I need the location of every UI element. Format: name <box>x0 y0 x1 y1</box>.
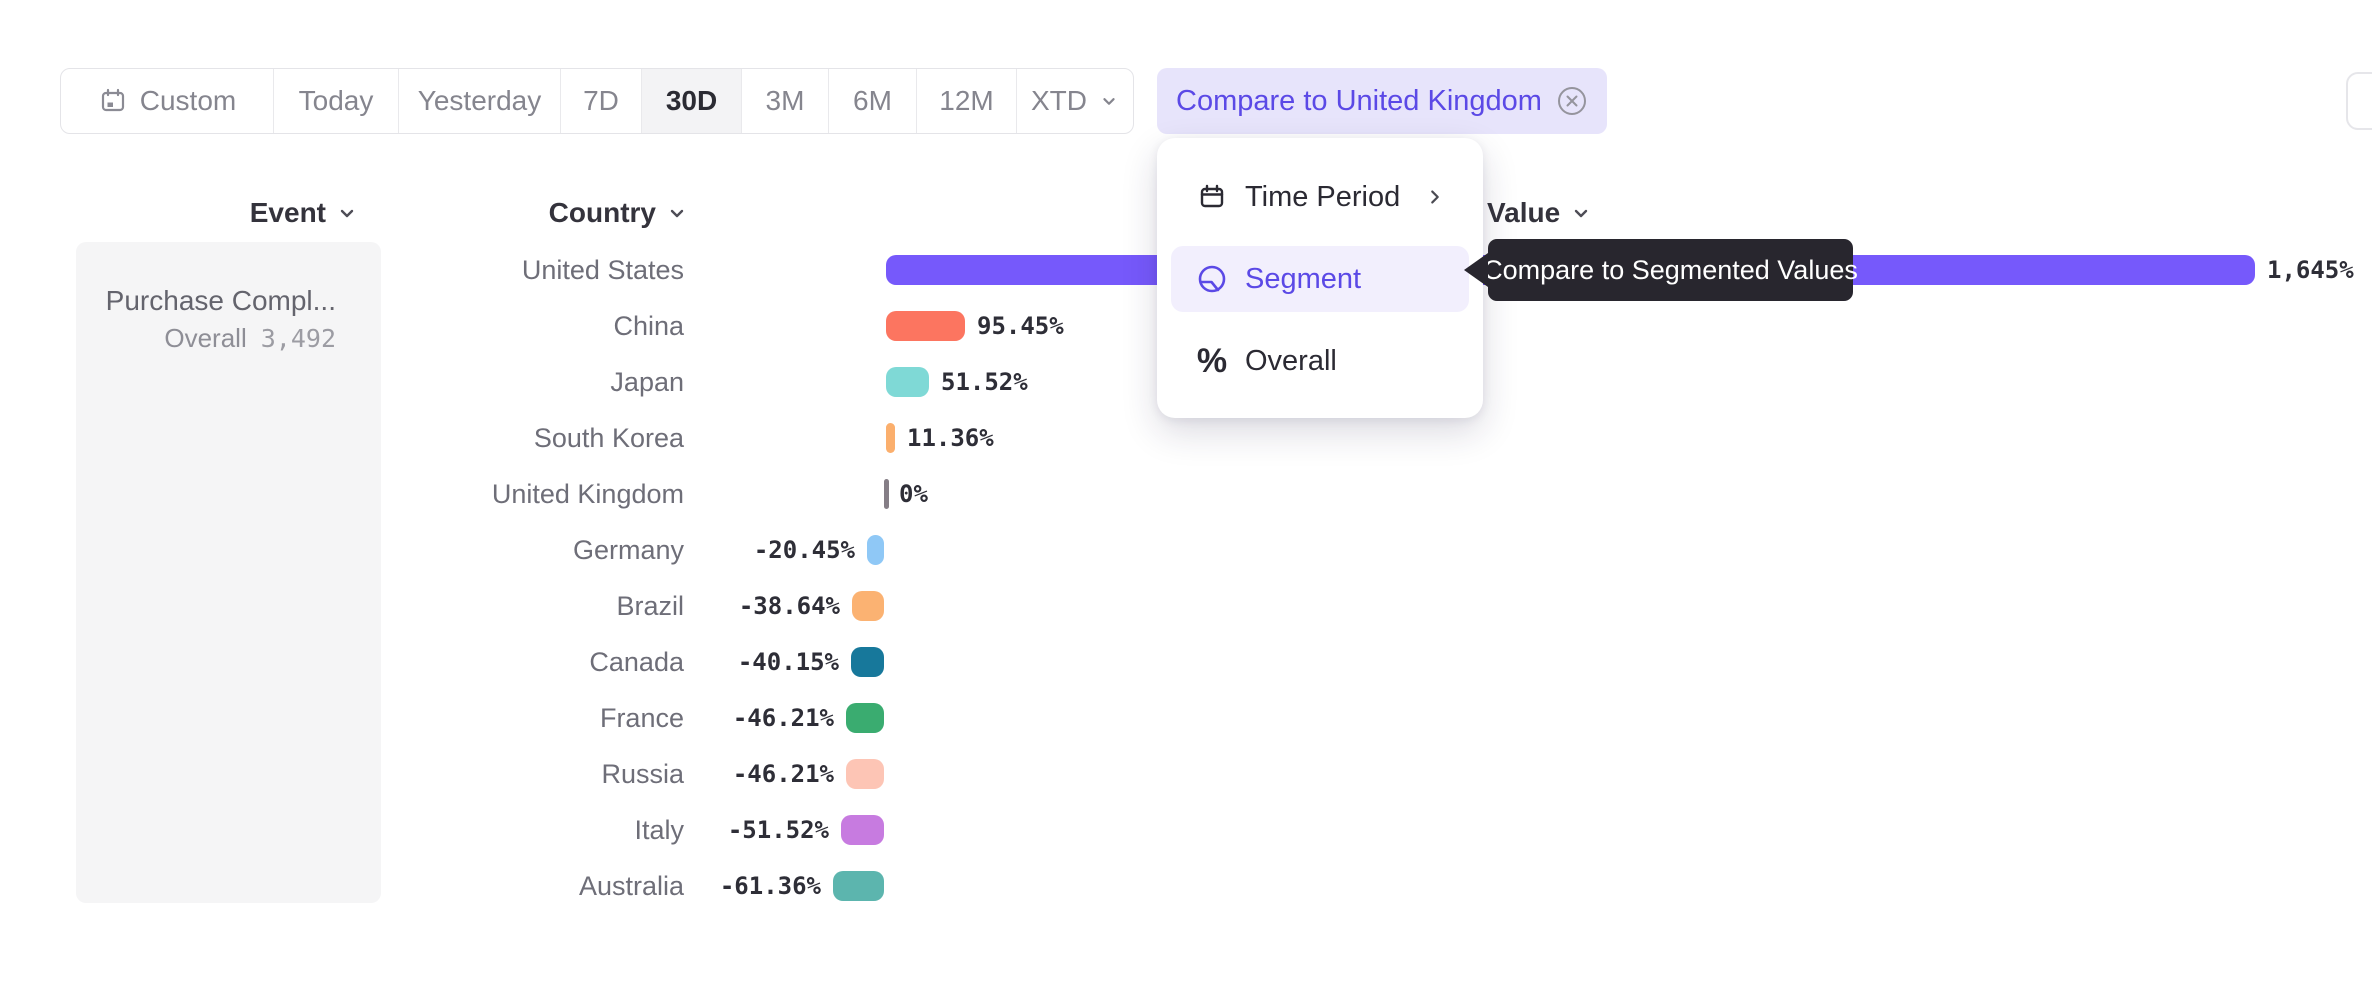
range-label: 6M <box>853 85 892 116</box>
chevron-down-icon <box>340 209 354 218</box>
cutoff-button[interactable] <box>2346 72 2372 130</box>
value-label: -38.64% <box>738 592 840 620</box>
country-label: Germany <box>572 535 684 565</box>
range-label: 3M <box>765 85 805 116</box>
country-label: France <box>599 703 684 733</box>
country-label: United States <box>521 255 684 285</box>
bar-japan[interactable] <box>886 367 929 397</box>
date-range-toolbar: Custom Today Yesterday 7D 30D 3M 6M 12M XTD <box>60 68 1134 134</box>
chevron-down-icon <box>670 209 684 218</box>
segment-icon <box>1196 263 1228 295</box>
overall-label: Overall <box>164 323 247 353</box>
overall-value: 3,492 <box>260 324 336 353</box>
range-label: 12M <box>939 85 994 116</box>
range-button-6m[interactable]: 6M <box>829 69 917 133</box>
value-header-label: Value <box>1487 197 1561 228</box>
bar-australia[interactable] <box>833 871 884 901</box>
bar-canada[interactable] <box>851 647 884 677</box>
range-label: Yesterday <box>417 85 542 116</box>
range-button-yesterday[interactable]: Yesterday <box>399 69 561 133</box>
value-label: -20.45% <box>753 536 855 564</box>
compare-chip-label: Compare to United Kingdom <box>1176 84 1542 117</box>
calendar-icon <box>101 88 124 112</box>
tooltip-text: Compare to Segmented Values <box>1483 254 1858 285</box>
value-label: 0% <box>899 480 928 508</box>
event-list-item[interactable]: Purchase Compl... Overall 3,492 <box>76 242 381 903</box>
country-header-label: Country <box>548 197 656 228</box>
range-button-7d[interactable]: 7D <box>561 69 642 133</box>
custom-range-label: Custom <box>139 85 237 116</box>
country-label: Italy <box>634 815 684 845</box>
value-label: -46.21% <box>732 760 834 788</box>
tooltip: Compare to Segmented Values <box>1464 239 1858 301</box>
xtd-label: XTD <box>1031 85 1087 116</box>
country-label: Canada <box>589 647 684 677</box>
value-label: -61.36% <box>719 872 821 900</box>
range-button-30d[interactable]: 30D <box>642 69 742 133</box>
event-header-label: Event <box>249 197 326 228</box>
event-column-header[interactable]: Event <box>250 196 358 230</box>
bar-brazil[interactable] <box>852 591 884 621</box>
country-label: Australia <box>578 871 684 901</box>
country-label: China <box>613 311 684 341</box>
range-button-today[interactable]: Today <box>274 69 399 133</box>
menu-item-overall[interactable]: % Overall <box>1171 328 1469 394</box>
bar-south-korea[interactable] <box>886 423 895 453</box>
close-icon[interactable] <box>1556 85 1588 117</box>
menu-item-label: Segment <box>1245 262 1362 295</box>
tooltip-arrow-icon <box>1464 253 1488 287</box>
bar-united-kingdom[interactable] <box>884 479 889 509</box>
bar-france[interactable] <box>846 703 884 733</box>
menu-item-segment[interactable]: Segment <box>1171 246 1469 312</box>
chevron-right-icon <box>1425 187 1445 207</box>
value-label: 1,645% <box>2267 256 2354 284</box>
event-overall-row: Overall 3,492 <box>164 323 336 354</box>
country-column-header[interactable]: Country <box>549 196 688 230</box>
custom-range-button[interactable]: Custom <box>61 69 274 133</box>
bar-germany[interactable] <box>867 535 884 565</box>
country-label: Brazil <box>616 591 684 621</box>
value-column-header[interactable]: Value <box>1487 196 1592 230</box>
value-label: -51.52% <box>727 816 829 844</box>
menu-item-label: Overall <box>1245 344 1337 377</box>
percent-icon: % <box>1196 341 1228 380</box>
calendar-icon <box>1196 182 1228 212</box>
chevron-down-icon <box>1574 209 1588 218</box>
menu-item-time-period[interactable]: Time Period <box>1171 164 1469 230</box>
bar-italy[interactable] <box>841 815 884 845</box>
event-name: Purchase Compl... <box>105 285 336 316</box>
bar-china[interactable] <box>886 311 965 341</box>
range-button-12m[interactable]: 12M <box>917 69 1017 133</box>
compare-dropdown-menu: Time Period Segment% Overall <box>1157 138 1483 418</box>
range-label: 7D <box>583 85 619 116</box>
country-label: Japan <box>610 367 684 397</box>
value-label: -46.21% <box>732 704 834 732</box>
country-label: South Korea <box>533 423 684 453</box>
value-label: -40.15% <box>737 648 839 676</box>
range-label: Today <box>298 85 374 116</box>
bar-russia[interactable] <box>846 759 884 789</box>
chevron-down-icon <box>1103 98 1115 105</box>
range-button-3m[interactable]: 3M <box>742 69 829 133</box>
range-label: 30D <box>665 85 718 116</box>
value-label: 51.52% <box>941 368 1028 396</box>
value-label: 95.45% <box>977 312 1064 340</box>
country-label: Russia <box>601 759 684 789</box>
value-label: 11.36% <box>907 424 994 452</box>
xtd-range-button[interactable]: XTD <box>1017 69 1133 133</box>
country-label: United Kingdom <box>491 479 684 509</box>
compare-chip[interactable]: Compare to United Kingdom <box>1157 68 1607 134</box>
menu-item-label: Time Period <box>1245 180 1401 213</box>
